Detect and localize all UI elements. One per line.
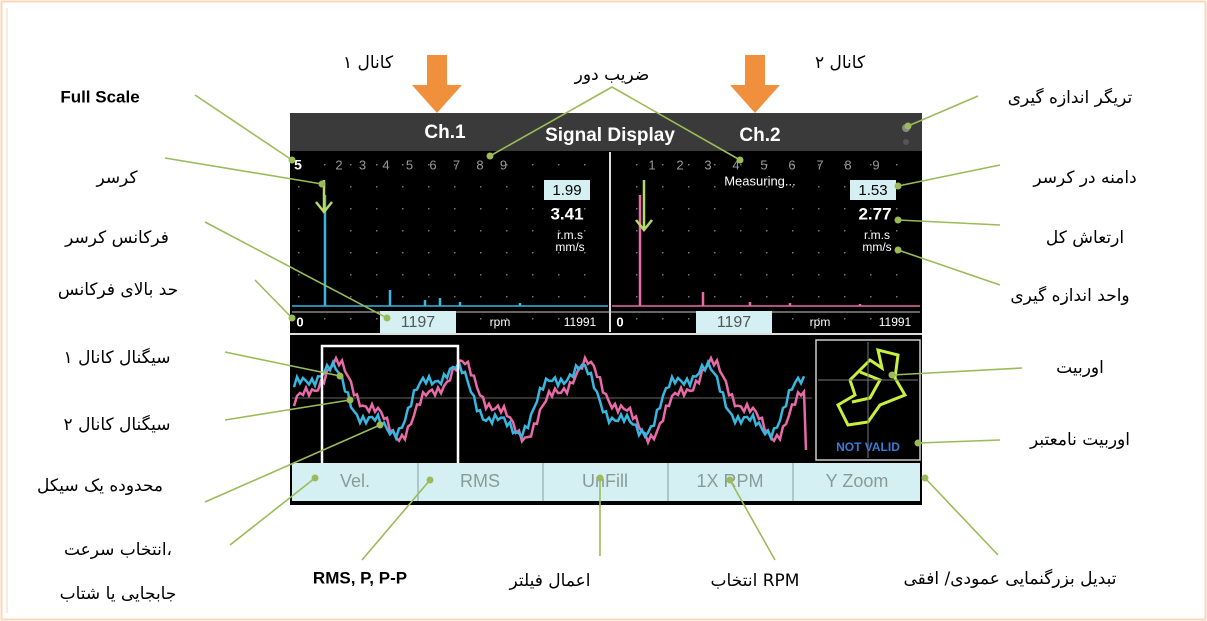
status: Measuring...: [724, 173, 796, 188]
harmonic-label: 9: [872, 157, 879, 172]
channel-1-label: Ch.1: [424, 122, 466, 143]
annotation: سیگنال کانال ۲: [64, 414, 171, 435]
overall: 2.77: [858, 204, 891, 223]
page: Ch.1 Signal Display Ch.2 5 2345678912345…: [0, 0, 1207, 621]
harmonic-label: 5: [406, 157, 413, 172]
annotation: کرسر: [95, 168, 138, 188]
annotation: محدوده یک سیکل: [37, 476, 163, 496]
harmonic-label: 7: [816, 157, 823, 172]
annotation: اعمال فیلتر: [508, 571, 590, 591]
annotation: کانال ۲: [815, 53, 866, 73]
annotation: تریگر اندازه گیری: [1008, 87, 1133, 108]
harmonic-label: 3: [359, 157, 366, 172]
channel-2-label: Ch.2: [739, 125, 780, 146]
cursor-freq: 1197: [717, 314, 752, 331]
harmonic-label: 6: [429, 157, 436, 172]
harmonic-label: 5: [760, 157, 767, 172]
cursor-freq: 1197: [401, 314, 436, 331]
annotation: اوربیت: [1056, 358, 1104, 378]
annotation: تبدیل بزرگنمایی عمودی/ افقی: [903, 568, 1116, 589]
annotation: واحد اندازه گیری: [1010, 285, 1129, 306]
overall: 3.41: [550, 204, 583, 223]
arrow: [730, 55, 780, 113]
button: Vel.: [340, 471, 370, 491]
annotation: حد بالای فرکانس: [58, 280, 178, 300]
annotation: دامنه در کرسر: [1032, 168, 1136, 188]
button: UnFill: [582, 471, 628, 491]
harmonic-label: 1: [648, 157, 655, 172]
button: Y Zoom: [826, 471, 889, 491]
annotation: انتخاب RPM: [711, 571, 800, 591]
harmonic-label: 6: [788, 157, 795, 172]
button: RMS: [460, 471, 500, 491]
unit: mm/s: [555, 240, 584, 254]
freq-max: 11991: [879, 315, 912, 329]
annotation: اوربیت نامعتبر: [1029, 430, 1130, 450]
cursor-amplitude: 1.99: [552, 182, 581, 199]
unit: mm/s: [862, 240, 891, 254]
arrow: [412, 55, 462, 113]
orbit-status: NOT VALID: [836, 440, 900, 454]
freq-unit: rpm: [810, 315, 831, 329]
annotation: فرکانس کرسر: [64, 228, 169, 248]
harmonic-label: 8: [476, 157, 483, 172]
freq-min: 0: [296, 314, 303, 329]
annotation: سیگنال کانال ۱: [64, 347, 171, 368]
screen-title: Signal Display: [545, 125, 675, 146]
harmonic-label: 8: [844, 157, 851, 172]
annotation: Full Scale: [60, 87, 139, 106]
harmonic-label: 9: [500, 157, 507, 172]
annotation: ارتعاش کل: [1046, 228, 1124, 248]
harmonic-label: 7: [453, 157, 460, 172]
harmonic-label: 3: [704, 157, 711, 172]
annotation: جابجایی یا شتاب: [60, 584, 177, 604]
annotation: ضریب دور: [574, 65, 650, 85]
harmonic-label: 2: [335, 157, 342, 172]
annotation: کانال ۱: [343, 53, 394, 73]
freq-min: 0: [616, 314, 623, 329]
harmonic-label: 2: [676, 157, 683, 172]
annotation: RMS, P, P-P: [313, 568, 407, 587]
annotation: انتخاب سرعت،: [64, 540, 172, 560]
freq-max: 11991: [564, 315, 597, 329]
cursor-amplitude: 1.53: [858, 182, 887, 199]
harmonic-label: 4: [382, 157, 389, 172]
freq-unit: rpm: [490, 315, 511, 329]
